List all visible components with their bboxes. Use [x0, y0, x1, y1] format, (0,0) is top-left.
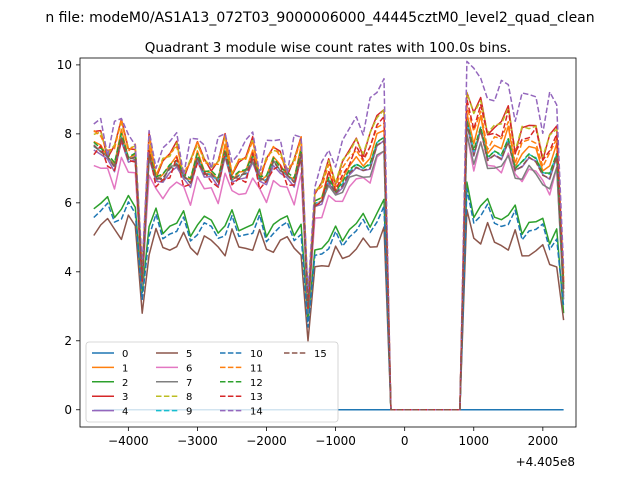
legend-label-6: 6 — [186, 363, 192, 374]
chart-title: Quadrant 3 module wise count rates with … — [145, 40, 511, 56]
x-tick-label-1: −3000 — [177, 434, 218, 448]
x-tick-label-4: 0 — [401, 434, 409, 448]
y-tick-label-0: 0 — [64, 403, 72, 417]
x-offset-label: +4.405e8 — [516, 455, 575, 469]
y-tick-label-4: 8 — [64, 127, 72, 141]
series-line-12 — [93, 119, 565, 411]
x-tick-label-3: −1000 — [315, 434, 356, 448]
y-tick-label-3: 6 — [64, 196, 72, 210]
legend-box — [85, 341, 339, 423]
legend-label-11: 11 — [250, 363, 263, 374]
legend-label-12: 12 — [250, 378, 263, 389]
legend-label-2: 2 — [122, 378, 128, 389]
series-line-5 — [93, 208, 565, 411]
legend-label-13: 13 — [250, 392, 263, 403]
series-line-2 — [93, 181, 565, 411]
series-line-14 — [93, 60, 565, 411]
x-tick-label-5: 1000 — [458, 434, 489, 448]
x-tick-label-2: −2000 — [246, 434, 287, 448]
legend-label-15: 15 — [314, 349, 327, 360]
series-line-10 — [93, 188, 565, 411]
legend-label-5: 5 — [186, 349, 192, 360]
legend-label-8: 8 — [186, 392, 192, 403]
legend-label-14: 14 — [250, 407, 263, 418]
x-tick-label-0: −4000 — [108, 434, 149, 448]
axes-frame — [79, 57, 577, 428]
series-line-7 — [93, 133, 565, 411]
x-tick-label-6: 2000 — [528, 434, 559, 448]
legend-label-9: 9 — [186, 407, 192, 418]
y-tick-label-1: 2 — [64, 334, 72, 348]
plot-area: −4000 −3000 −2000 −1000 0 1000 200002468100123… — [57, 57, 577, 448]
legend-label-1: 1 — [122, 363, 128, 374]
y-tick-label-2: 4 — [64, 265, 72, 279]
figure-suptitle: n file: modeM0/AS1A13_072T03_9000006000_… — [45, 10, 594, 26]
legend-label-7: 7 — [186, 378, 192, 389]
legend-label-10: 10 — [250, 349, 263, 360]
legend-label-3: 3 — [122, 392, 128, 403]
y-tick-label-5: 10 — [57, 58, 72, 72]
series-line-11 — [93, 105, 565, 411]
series-line-13 — [93, 98, 565, 411]
legend-label-4: 4 — [122, 407, 128, 418]
legend-label-0: 0 — [122, 349, 128, 360]
series-line-15 — [93, 122, 565, 411]
